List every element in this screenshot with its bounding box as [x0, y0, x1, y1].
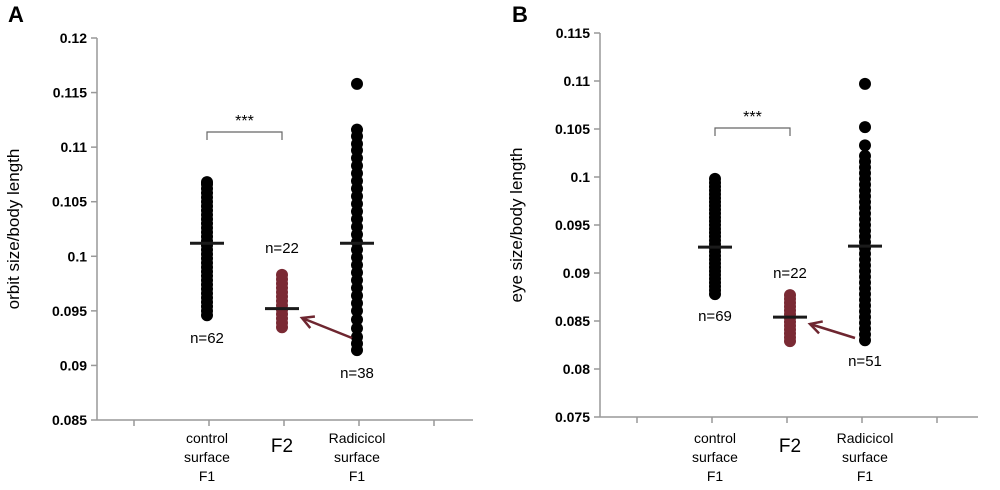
data-point: [276, 268, 288, 281]
y-tick-label: 0.115: [53, 85, 87, 101]
category-label: F1: [857, 468, 874, 484]
chart-panel-b: B 0.075 0.08 0.085 0.09 0.095 0.1 0.105 0.11 0.11…: [507, 2, 978, 484]
n-label: n=38: [340, 365, 374, 382]
y-tick-label: 0.075: [555, 409, 590, 425]
data-point: [859, 77, 871, 90]
category-label: Radicicol: [329, 430, 386, 446]
arrow-shaft: [301, 316, 353, 340]
y-tick-label: 0.08: [563, 361, 590, 377]
data-point: [351, 331, 363, 344]
y-tick-label: 0.095: [52, 303, 87, 319]
arrow-head: [299, 315, 316, 329]
data-point: [784, 289, 796, 302]
data-point: [351, 322, 363, 335]
arrow-head: [807, 320, 823, 335]
y-tick-label: 0.115: [556, 25, 590, 41]
y-tick-label: 0.12: [60, 30, 87, 46]
y-tick-label: 0.085: [52, 412, 87, 428]
data-point: [351, 77, 363, 90]
category-label: F1: [707, 468, 724, 484]
y-axis-title: eye size/body length: [507, 148, 526, 303]
category-label: surface: [184, 449, 230, 465]
category-label: surface: [842, 449, 888, 465]
significance-bracket: [714, 127, 791, 136]
significance-label: ***: [235, 113, 254, 130]
data-point: [709, 172, 721, 185]
category-label: control: [694, 430, 736, 446]
data-point: [859, 149, 871, 162]
significance-label: ***: [743, 109, 762, 126]
y-tick-label: 0.1: [571, 169, 591, 185]
y-tick-label: 0.11: [564, 73, 591, 89]
data-point: [859, 121, 871, 134]
y-tick-label: 0.1: [68, 248, 88, 264]
category-label: F1: [199, 468, 216, 484]
data-point: [351, 313, 363, 326]
data-point: [201, 176, 213, 189]
data-point: [859, 139, 871, 152]
significance-bracket: [206, 131, 283, 140]
y-tick-label: 0.105: [555, 121, 590, 137]
panel-letter: A: [8, 2, 24, 27]
y-tick-label: 0.105: [52, 194, 87, 210]
category-label: Radicicol: [837, 430, 894, 446]
category-label: F1: [349, 468, 366, 484]
category-label: control: [186, 430, 228, 446]
n-label: n=62: [190, 330, 224, 347]
arrow-shaft: [809, 322, 856, 340]
data-point: [351, 123, 363, 136]
y-tick-label: 0.095: [555, 217, 590, 233]
y-tick-label: 0.09: [60, 357, 87, 373]
category-label: surface: [334, 449, 380, 465]
n-label: n=51: [848, 353, 882, 370]
n-label: n=69: [698, 308, 732, 325]
y-tick-label: 0.11: [61, 139, 88, 155]
y-tick-label: 0.085: [555, 313, 590, 329]
n-label: n=22: [265, 240, 299, 257]
category-label: surface: [692, 449, 738, 465]
y-axis-title: orbit size/body length: [4, 149, 23, 310]
category-label: F2: [271, 436, 293, 457]
category-label: F2: [779, 436, 801, 457]
n-label: n=22: [773, 265, 807, 282]
panel-letter: B: [512, 2, 528, 27]
y-tick-label: 0.09: [563, 265, 590, 281]
chart-panel-a: A 0.085 0.09 0.095 0.1 0.105 0.11 0.115 0.12 orbi…: [4, 2, 473, 484]
